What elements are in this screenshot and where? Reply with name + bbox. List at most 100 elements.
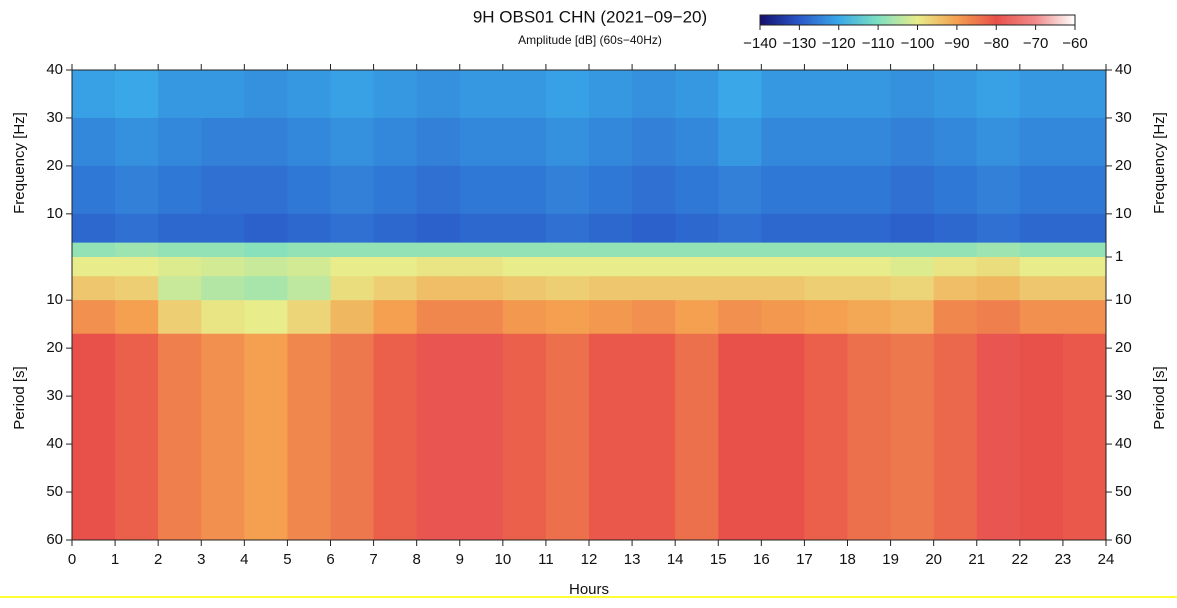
chart-title: 9H OBS01 CHN (2021−09−20) — [473, 7, 707, 26]
heatmap-cell — [244, 213, 288, 244]
heatmap-cell — [761, 276, 805, 301]
x-tick-label: 7 — [369, 551, 377, 568]
heatmap-cell — [373, 276, 418, 301]
heatmap-cell — [72, 117, 116, 167]
heatmap-cell — [761, 300, 805, 335]
heatmap-cell — [330, 276, 375, 301]
heatmap-cell — [459, 257, 504, 277]
heatmap-cell — [416, 165, 461, 215]
y-axis-label: Frequency [Hz] — [11, 112, 28, 214]
heatmap-cell — [158, 242, 202, 258]
heatmap-cell — [632, 70, 676, 119]
heatmap-cell — [1062, 242, 1107, 258]
heatmap-cell — [1019, 70, 1064, 119]
heatmap-cell — [1062, 333, 1107, 541]
heatmap-cell — [761, 333, 805, 541]
heatmap-cell — [675, 333, 719, 541]
heatmap-cell — [890, 165, 935, 215]
heatmap-cell — [287, 165, 331, 215]
heatmap-cell — [632, 117, 676, 167]
x-tick-label: 9 — [456, 551, 464, 568]
heatmap-cell — [72, 333, 116, 541]
heatmap-cell — [459, 276, 504, 301]
heatmap-cell — [502, 242, 547, 258]
heatmap-cell — [330, 213, 375, 244]
heatmap-cell — [718, 257, 762, 277]
heatmap-cell — [804, 242, 848, 258]
heatmap-cell — [1019, 276, 1064, 301]
heatmap-cell — [1019, 242, 1064, 258]
colorbar — [759, 14, 1076, 26]
heatmap-cell — [502, 70, 547, 119]
heatmap-cell — [158, 276, 202, 301]
colorbar-tick-label: −130 — [782, 35, 816, 52]
heatmap-cell — [718, 70, 762, 119]
heatmap-cell — [718, 333, 762, 541]
heatmap-cell — [201, 276, 245, 301]
heatmap-cell — [416, 276, 461, 301]
heatmap-cell — [589, 257, 633, 277]
heatmap-cell — [115, 165, 159, 215]
heatmap-cell — [158, 300, 202, 335]
heatmap-cell — [675, 165, 719, 215]
heatmap-cell — [545, 213, 590, 244]
heatmap-cell — [459, 117, 504, 167]
heatmap-cell — [933, 242, 978, 258]
heatmap-cell — [287, 70, 331, 119]
heatmap-cell — [244, 333, 288, 541]
y-tick-label: 30 — [46, 387, 63, 404]
heatmap-cell — [718, 242, 762, 258]
heatmap-cell — [718, 276, 762, 301]
y-tick-label: 20 — [1115, 157, 1132, 174]
heatmap-cell — [632, 333, 676, 541]
y-tick-label: 60 — [1115, 531, 1132, 548]
heatmap-cell — [847, 333, 892, 541]
heatmap-cell — [847, 242, 892, 258]
heatmap-cell — [632, 257, 676, 277]
heatmap-cell — [244, 257, 288, 277]
x-tick-label: 11 — [538, 551, 554, 568]
heatmap-cell — [287, 213, 331, 244]
heatmap-cell — [373, 70, 418, 119]
heatmap-cell — [1019, 213, 1064, 244]
heatmap-cell — [675, 213, 719, 244]
colorbar-tick-label: −100 — [901, 35, 935, 52]
heatmap-cell — [1062, 300, 1107, 335]
heatmap-cell — [890, 333, 935, 541]
heatmap-cell — [933, 70, 978, 119]
heatmap-cell — [502, 213, 547, 244]
y-tick-label: 10 — [46, 291, 63, 308]
heatmap-cell — [201, 213, 245, 244]
heatmap-cell — [761, 165, 805, 215]
colorbar-tick-label: −110 — [862, 35, 895, 52]
heatmap-cell — [890, 213, 935, 244]
heatmap-cell — [201, 257, 245, 277]
x-tick-label: 15 — [710, 551, 727, 568]
heatmap-cell — [632, 165, 676, 215]
heatmap-cell — [1019, 300, 1064, 335]
heatmap-cell — [632, 276, 676, 301]
heatmap-cell — [804, 165, 848, 215]
heatmap-cell — [373, 257, 418, 277]
heatmap-cell — [416, 242, 461, 258]
x-tick-label: 24 — [1098, 551, 1115, 568]
y-tick-label: 60 — [46, 531, 63, 548]
y-tick-label: 30 — [46, 109, 63, 126]
heatmap-cell — [718, 213, 762, 244]
heatmap-cell — [804, 276, 848, 301]
heatmap-cell — [373, 242, 418, 258]
y-tick-label: 40 — [46, 61, 63, 78]
heatmap-cell — [675, 242, 719, 258]
heatmap-cell — [330, 70, 375, 119]
x-tick-label: 2 — [154, 551, 162, 568]
heatmap-cell — [761, 70, 805, 119]
heatmap-cell — [459, 165, 504, 215]
x-tick-label: 8 — [412, 551, 420, 568]
x-tick-label: 16 — [753, 551, 770, 568]
heatmap-cell — [1062, 70, 1107, 119]
heatmap-cell — [1062, 213, 1107, 244]
heatmap-cell — [847, 165, 892, 215]
heatmap-cell — [502, 257, 547, 277]
heatmap-cell — [761, 117, 805, 167]
